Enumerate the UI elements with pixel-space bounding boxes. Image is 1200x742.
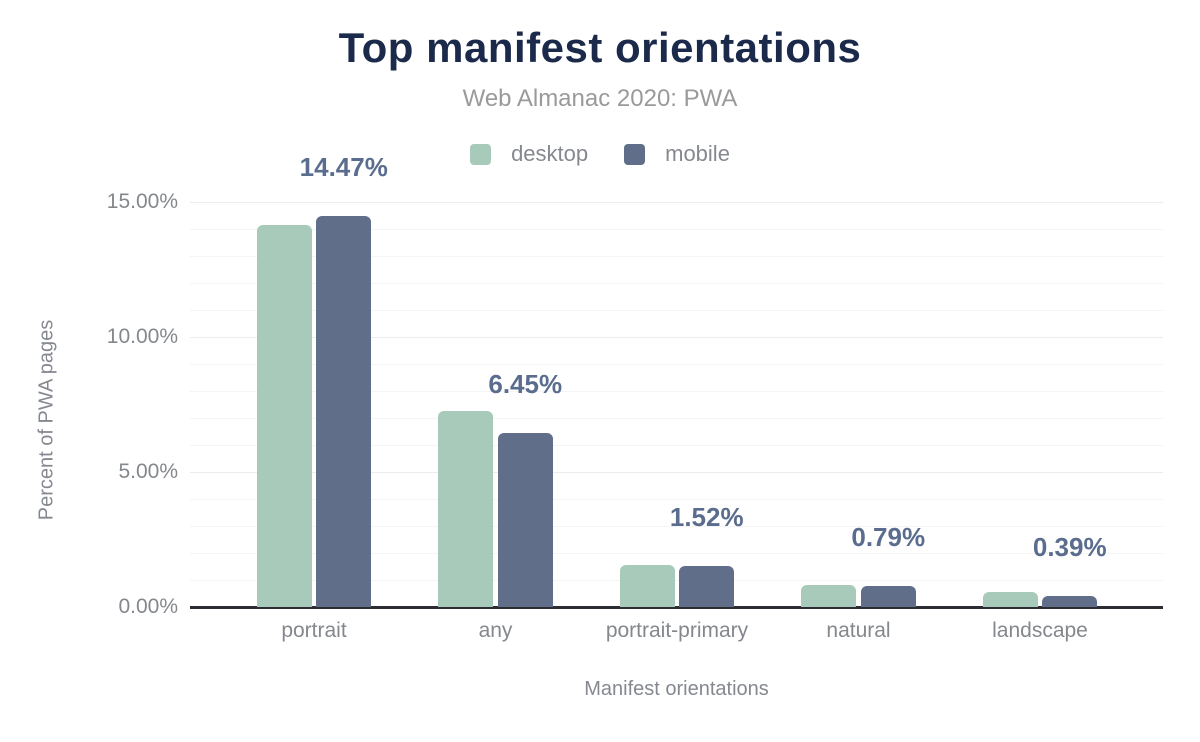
legend-item-desktop: desktop [470,141,588,167]
y-tick-label: 10.00% [106,325,178,348]
bar-mobile-portrait [316,216,372,607]
category-label-any: any [478,619,513,642]
bar-mobile-natural [860,585,916,607]
category-label-portrait: portrait [281,619,347,642]
gridline [190,229,1163,230]
gridline [190,337,1163,338]
category-label-landscape: landscape [992,619,1088,642]
value-label-portrait: 14.47% [299,152,388,183]
bar-desktop-landscape [982,592,1038,607]
category-label-portrait-primary: portrait-primary [605,619,749,642]
legend-label-desktop: desktop [511,141,589,166]
category-label-natural: natural [826,619,891,642]
bar-desktop-any [438,411,494,607]
bar-desktop-portrait-primary [619,564,675,607]
gridline [190,256,1163,257]
mobile-series-swatch-icon [624,143,646,165]
value-label-any: 6.45% [488,368,563,399]
plot-area [190,202,1163,607]
gridline [190,364,1163,365]
gridline [190,202,1163,203]
value-label-natural: 0.79% [851,521,926,552]
bar-mobile-any [497,432,553,607]
legend-label-mobile: mobile [665,141,730,166]
desktop-series-swatch-icon [470,143,492,165]
value-label-landscape: 0.39% [1032,532,1107,563]
legend: desktop mobile [0,141,1200,167]
legend-item-mobile: mobile [624,141,730,167]
value-label-portrait-primary: 1.52% [669,501,744,532]
bars-layer [190,202,1163,607]
gridline [190,580,1163,581]
y-tick-label: 5.00% [118,460,178,483]
gridline [190,283,1163,284]
chart-title: Top manifest orientations [338,24,862,71]
bar-desktop-portrait [256,224,312,607]
gridline [190,499,1163,500]
gridline [190,418,1163,419]
gridline [190,310,1163,311]
gridline [190,526,1163,527]
gridline [190,445,1163,446]
y-tick-label: 0.00% [118,595,178,618]
gridline [190,553,1163,554]
bar-mobile-portrait-primary [679,565,735,607]
gridline [190,391,1163,392]
bar-desktop-natural [801,585,857,607]
chart-subtitle: Web Almanac 2020: PWA [462,85,738,112]
gridline [190,472,1163,473]
bar-mobile-landscape [1042,596,1098,607]
x-axis-line [190,606,1163,609]
x-axis-title: Manifest orientations [584,678,769,700]
y-tick-label: 15.00% [106,190,178,213]
